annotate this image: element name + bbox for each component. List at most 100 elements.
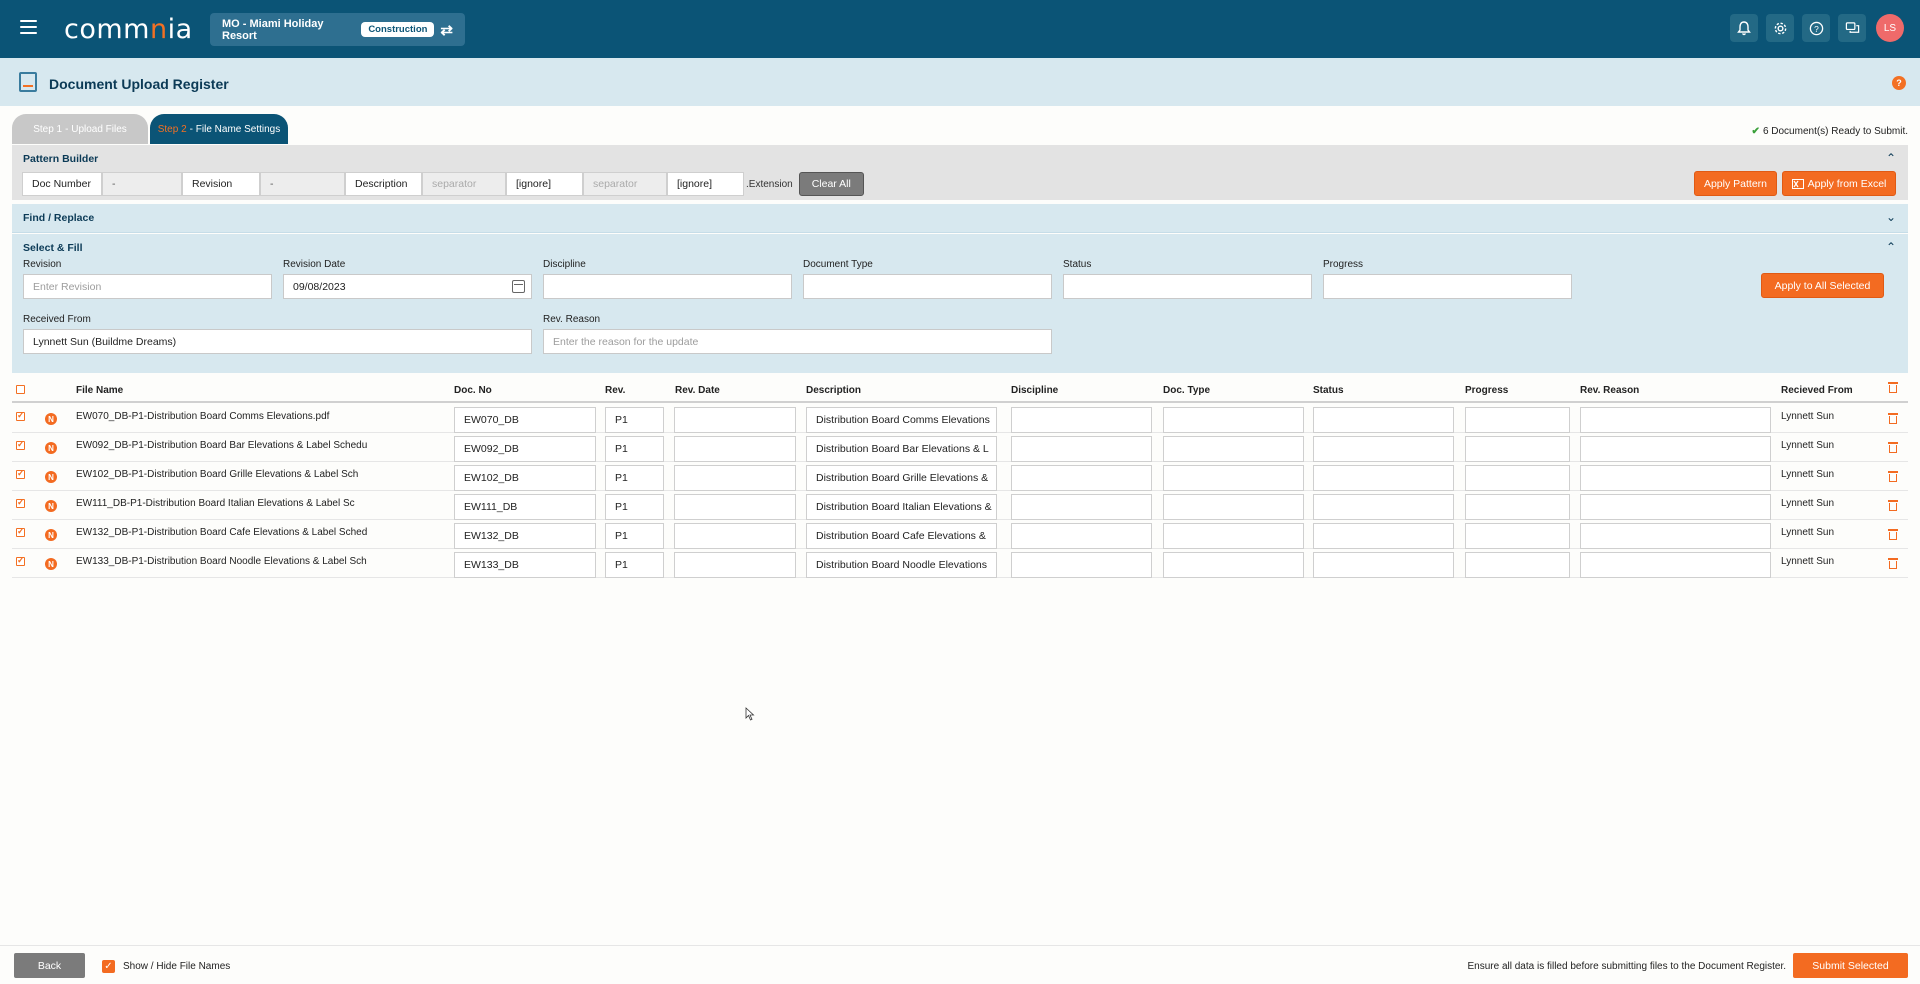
progress-input[interactable] xyxy=(1465,494,1570,520)
pattern-segment-ignore[interactable]: [ignore] xyxy=(667,172,744,196)
delete-row-trash-icon[interactable] xyxy=(1888,413,1898,424)
doc-type-input[interactable] xyxy=(1163,494,1304,520)
collapse-chevron-icon[interactable]: ⌃ xyxy=(1885,240,1896,254)
discipline-input[interactable] xyxy=(1011,523,1152,549)
collapse-chevron-icon[interactable]: ⌃ xyxy=(1885,151,1896,165)
description-input[interactable]: Distribution Board Grille Elevations & xyxy=(806,465,997,491)
rev-input[interactable]: P1 xyxy=(605,436,664,462)
rev-input[interactable]: P1 xyxy=(605,523,664,549)
rev-input[interactable]: P1 xyxy=(605,552,664,578)
project-selector[interactable]: MO - Miami Holiday Resort Construction ⇄ xyxy=(210,13,465,46)
tab-step-2-file-name-settings[interactable]: Step 2 - File Name Settings xyxy=(150,114,288,144)
doc-no-input[interactable]: EW132_DB xyxy=(454,523,596,549)
doc-type-input[interactable] xyxy=(1163,552,1304,578)
progress-input[interactable] xyxy=(1465,407,1570,433)
doc-no-input[interactable]: EW133_DB xyxy=(454,552,596,578)
chat-messages-icon[interactable] xyxy=(1838,14,1866,42)
select-all-checkbox[interactable] xyxy=(16,385,25,394)
description-input[interactable]: Distribution Board Comms Elevations xyxy=(806,407,997,433)
status-input[interactable] xyxy=(1313,436,1454,462)
doc-type-input[interactable] xyxy=(1163,465,1304,491)
apply-to-all-selected-button[interactable]: Apply to All Selected xyxy=(1761,273,1884,298)
revision-input[interactable]: Enter Revision xyxy=(23,274,272,299)
swap-project-icon[interactable]: ⇄ xyxy=(440,21,453,39)
rev-reason-input[interactable] xyxy=(1580,523,1771,549)
rev-reason-input[interactable] xyxy=(1580,552,1771,578)
doc-no-input[interactable]: EW111_DB xyxy=(454,494,596,520)
status-input[interactable] xyxy=(1313,494,1454,520)
rev-date-input[interactable] xyxy=(674,552,796,578)
discipline-input[interactable] xyxy=(1011,407,1152,433)
rev-input[interactable]: P1 xyxy=(605,407,664,433)
pattern-separator-input[interactable]: separator xyxy=(422,172,506,196)
discipline-input[interactable] xyxy=(543,274,792,299)
discipline-input[interactable] xyxy=(1011,436,1152,462)
revision-date-input[interactable]: 09/08/2023 xyxy=(283,274,532,299)
rev-reason-input[interactable]: Enter the reason for the update xyxy=(543,329,1052,354)
pattern-segment-revision[interactable]: Revision xyxy=(182,172,260,196)
description-input[interactable]: Distribution Board Italian Elevations & xyxy=(806,494,997,520)
table-row[interactable]: N EW092_DB-P1-Distribution Board Bar Elev… xyxy=(12,433,1908,462)
delete-row-trash-icon[interactable] xyxy=(1888,471,1898,482)
back-button[interactable]: Back xyxy=(14,953,85,978)
rev-date-input[interactable] xyxy=(674,494,796,520)
delete-row-trash-icon[interactable] xyxy=(1888,529,1898,540)
delete-row-trash-icon[interactable] xyxy=(1888,442,1898,453)
progress-input[interactable] xyxy=(1323,274,1572,299)
rev-date-input[interactable] xyxy=(674,523,796,549)
table-row[interactable]: N EW102_DB-P1-Distribution Board Grille E… xyxy=(12,462,1908,491)
description-input[interactable]: Distribution Board Bar Elevations & L xyxy=(806,436,997,462)
rev-reason-input[interactable] xyxy=(1580,494,1771,520)
find-replace-panel[interactable]: Find / Replace ⌄ xyxy=(12,204,1908,233)
notifications-bell-icon[interactable] xyxy=(1730,14,1758,42)
pattern-segment-ignore[interactable]: [ignore] xyxy=(506,172,583,196)
description-input[interactable]: Distribution Board Cafe Elevations & xyxy=(806,523,997,549)
received-from-input[interactable]: Lynnett Sun (Buildme Dreams) xyxy=(23,329,532,354)
clear-all-button[interactable]: Clear All xyxy=(798,172,864,196)
progress-input[interactable] xyxy=(1465,552,1570,578)
table-row[interactable]: N EW132_DB-P1-Distribution Board Cafe Ele… xyxy=(12,520,1908,549)
pattern-separator-input[interactable]: separator xyxy=(583,172,667,196)
table-row[interactable]: N EW070_DB-P1-Distribution Board Comms El… xyxy=(12,404,1908,433)
user-avatar[interactable]: LS xyxy=(1876,14,1904,42)
rev-reason-input[interactable] xyxy=(1580,436,1771,462)
pattern-separator[interactable]: - xyxy=(102,172,182,196)
doc-type-input[interactable] xyxy=(1163,407,1304,433)
row-checkbox[interactable] xyxy=(16,555,25,566)
submit-selected-button[interactable]: Submit Selected xyxy=(1793,953,1908,978)
discipline-input[interactable] xyxy=(1011,552,1152,578)
row-checkbox[interactable] xyxy=(16,468,25,479)
expand-chevron-icon[interactable]: ⌄ xyxy=(1885,210,1896,224)
rev-date-input[interactable] xyxy=(674,465,796,491)
progress-input[interactable] xyxy=(1465,465,1570,491)
doc-no-input[interactable]: EW070_DB xyxy=(454,407,596,433)
rev-input[interactable]: P1 xyxy=(605,465,664,491)
rev-date-input[interactable] xyxy=(674,436,796,462)
settings-gear-icon[interactable] xyxy=(1766,14,1794,42)
status-input[interactable] xyxy=(1313,465,1454,491)
delete-row-trash-icon[interactable] xyxy=(1888,558,1898,569)
row-checkbox[interactable] xyxy=(16,439,25,450)
rev-reason-input[interactable] xyxy=(1580,465,1771,491)
rev-reason-input[interactable] xyxy=(1580,407,1771,433)
description-input[interactable]: Distribution Board Noodle Elevations xyxy=(806,552,997,578)
show-file-names-checkbox[interactable]: ✓ xyxy=(102,960,115,973)
apply-pattern-button[interactable]: Apply Pattern xyxy=(1694,171,1777,196)
apply-from-excel-button[interactable]: Apply from Excel xyxy=(1782,171,1896,196)
row-checkbox[interactable] xyxy=(16,410,25,421)
status-input[interactable] xyxy=(1063,274,1312,299)
rev-input[interactable]: P1 xyxy=(605,494,664,520)
document-type-input[interactable] xyxy=(803,274,1052,299)
doc-type-input[interactable] xyxy=(1163,436,1304,462)
pattern-segment-doc-number[interactable]: Doc Number xyxy=(22,172,102,196)
rev-date-input[interactable] xyxy=(674,407,796,433)
row-checkbox[interactable] xyxy=(16,497,25,508)
tab-step-1-upload-files[interactable]: Step 1 - Upload Files xyxy=(12,114,148,144)
progress-input[interactable] xyxy=(1465,436,1570,462)
page-help-icon[interactable]: ? xyxy=(1892,76,1906,90)
calendar-icon[interactable] xyxy=(512,280,525,293)
doc-no-input[interactable]: EW092_DB xyxy=(454,436,596,462)
delete-row-trash-icon[interactable] xyxy=(1888,500,1898,511)
pattern-separator[interactable]: - xyxy=(260,172,345,196)
status-input[interactable] xyxy=(1313,552,1454,578)
